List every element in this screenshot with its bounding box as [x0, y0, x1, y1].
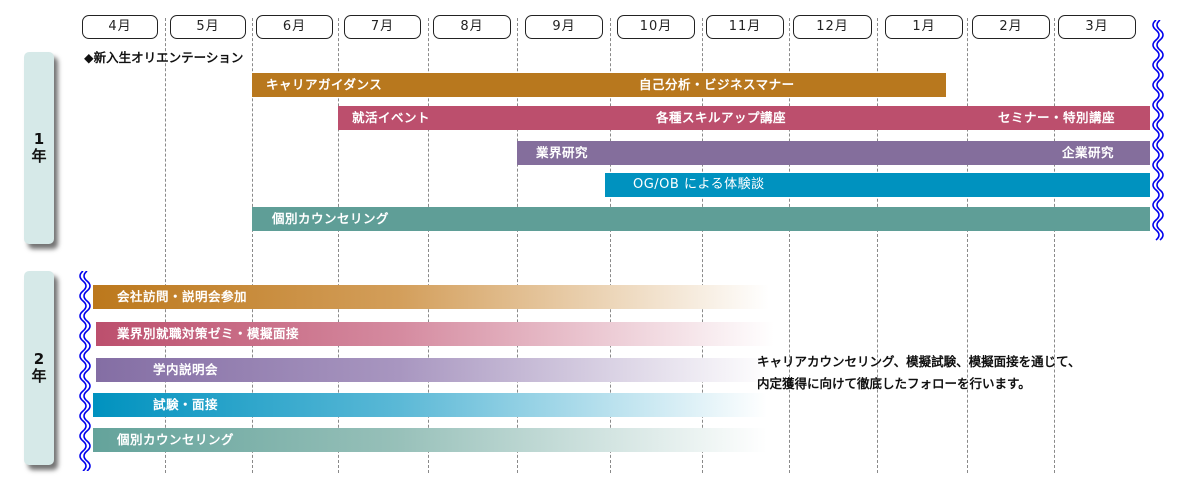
month-divider: [610, 18, 611, 473]
bar-label: セミナー・特別講座: [998, 110, 1116, 125]
year1-number: 1: [33, 130, 45, 148]
bar-label: OG/OB による体験談: [633, 177, 765, 192]
bar-label: 各種スキルアップ講座: [656, 110, 787, 125]
month-label: 4月: [82, 15, 158, 39]
year2-number: 2: [33, 350, 45, 368]
year2-unit: 年: [31, 367, 47, 385]
month-label: 3月: [1058, 15, 1136, 39]
month-divider: [338, 18, 339, 473]
year1-bar-industry-research: 業界研究 企業研究: [517, 141, 1150, 165]
year1-bar-og-ob-talks: OG/OB による体験談: [605, 173, 1150, 197]
description-line: 内定獲得に向けて徹底したフォローを行います。: [757, 376, 1031, 391]
month-divider: [789, 18, 790, 473]
month-divider: [877, 18, 878, 473]
orientation-label: ◆新入生オリエンテーション: [84, 50, 244, 65]
bar-label: 学内説明会: [153, 362, 219, 377]
year2-bar-company-visits: 会社訪問・説明会参加: [93, 285, 769, 309]
bar-label: 業界別就職対策ゼミ・模擬面接: [117, 326, 300, 341]
year1-bar-job-events: 就活イベント 各種スキルアップ講座 セミナー・特別講座: [338, 106, 1150, 130]
bar-label: 業界研究: [536, 145, 589, 160]
year2-bar-seminar-mock-interview: 業界別就職対策ゼミ・模擬面接: [96, 322, 774, 346]
month-divider: [517, 18, 518, 473]
month-label: 1月: [885, 15, 963, 39]
bar-label: キャリアガイダンス: [266, 77, 383, 92]
year2-tab: 2 年: [24, 271, 54, 465]
description-line: キャリアカウンセリング、模擬試験、模擬面接を通じて、: [757, 354, 1081, 369]
year1-bar-counseling: 個別カウンセリング: [252, 207, 1150, 231]
month-label: 5月: [170, 15, 246, 39]
bar-label: 個別カウンセリング: [117, 432, 235, 447]
year2-bar-exams-interviews: 試験・面接: [93, 393, 767, 417]
month-label: 8月: [433, 15, 511, 39]
month-label: 10月: [617, 15, 695, 39]
month-divider: [702, 18, 703, 473]
bar-label: 個別カウンセリング: [272, 211, 390, 226]
year1-unit: 年: [31, 147, 47, 165]
year2-description: キャリアカウンセリング、模擬試験、模擬面接を通じて、 内定獲得に向けて徹底したフ…: [757, 351, 1081, 395]
continuation-wave-icon: [79, 271, 91, 471]
month-divider: [1054, 18, 1055, 473]
year2-bar-campus-briefing: 学内説明会: [96, 358, 770, 382]
month-divider: [252, 18, 253, 473]
month-label: 9月: [525, 15, 603, 39]
year2-bar-counseling: 個別カウンセリング: [93, 428, 767, 452]
bar-label: 就活イベント: [352, 110, 431, 125]
month-label: 6月: [256, 15, 333, 39]
month-divider: [165, 18, 166, 473]
month-label: 12月: [793, 15, 872, 39]
bar-label: 企業研究: [1062, 145, 1115, 160]
month-label: 7月: [344, 15, 421, 39]
bar-label: 試験・面接: [153, 397, 219, 412]
month-divider: [967, 18, 968, 473]
year1-bar-career-guidance: キャリアガイダンス 自己分析・ビジネスマナー: [252, 73, 946, 97]
month-divider: [428, 18, 429, 473]
month-label: 2月: [972, 15, 1050, 39]
month-label: 11月: [706, 15, 784, 39]
year1-tab: 1 年: [24, 52, 54, 244]
continuation-wave-icon: [1152, 20, 1164, 241]
bar-label: 会社訪問・説明会参加: [117, 289, 248, 304]
bar-label: 自己分析・ビジネスマナー: [639, 77, 795, 92]
